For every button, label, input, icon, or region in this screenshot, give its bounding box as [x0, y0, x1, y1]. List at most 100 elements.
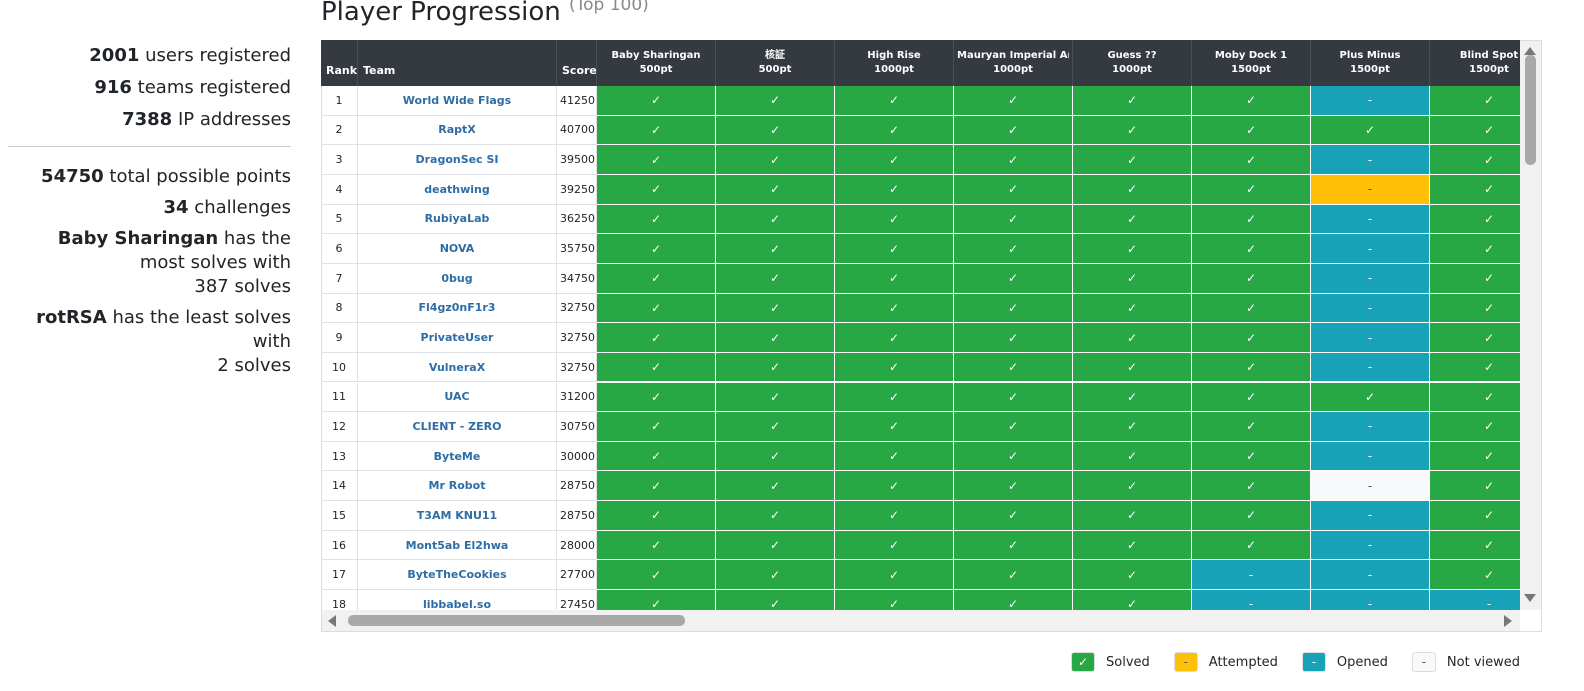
score: 28000: [557, 530, 597, 561]
team-name[interactable]: libbabel.so: [358, 590, 557, 610]
status-cell: ✓: [1311, 382, 1430, 413]
score: 28750: [557, 471, 597, 502]
legend-label: Attempted: [1208, 654, 1278, 670]
team-name[interactable]: ByteMe: [358, 441, 557, 472]
status-cell: ✓: [1192, 115, 1311, 146]
scroll-right[interactable]: [1504, 615, 1512, 627]
challenge-name: Blind Spot: [1459, 50, 1519, 61]
score: 39500: [557, 145, 597, 175]
status-cell: ✓: [597, 352, 716, 383]
status-cell: ✓: [1192, 234, 1311, 264]
legend-item: - Not viewed: [1411, 652, 1520, 672]
scroll-left[interactable]: [328, 615, 336, 627]
challenge-header: Mauryan Imperial Arch... 1000pt: [954, 40, 1073, 86]
team-name[interactable]: Mont5ab El2hwa: [358, 530, 557, 561]
status-cell: ✓: [1073, 471, 1192, 502]
stat-text: challenges: [194, 197, 291, 218]
status-cell: ✓: [835, 234, 954, 264]
challenge-header: 核証 500pt: [716, 40, 835, 86]
legend-swatch: -: [1173, 652, 1198, 672]
status-cell: ✓: [954, 501, 1073, 531]
stat: 7388 IP addresses: [8, 108, 291, 132]
team-name[interactable]: T3AM KNU11: [358, 501, 557, 531]
team-name[interactable]: PrivateUser: [358, 323, 557, 353]
status-cell: ✓: [1192, 352, 1311, 383]
status-cell: ✓: [1192, 323, 1311, 353]
status-cell: ✓: [716, 174, 835, 205]
team-name[interactable]: DragonSec SI: [358, 145, 557, 175]
challenge-name: Moby Dock 1: [1214, 50, 1288, 61]
vertical-scrollbar[interactable]: [1520, 41, 1541, 610]
status-cell: ✓: [1430, 115, 1520, 146]
scroll-thumb[interactable]: [1525, 55, 1536, 165]
team-name[interactable]: VulneraX: [358, 352, 557, 383]
challenge-name: Plus Minus: [1339, 50, 1401, 61]
stat-text: has the least solves with: [112, 307, 291, 352]
rank: 13: [321, 441, 358, 472]
solve-count: 2: [217, 355, 229, 376]
status-cell: ✓: [1073, 174, 1192, 205]
status-cell: ✓: [1192, 293, 1311, 324]
status-cell: ✓: [716, 471, 835, 502]
legend-swatch: -: [1301, 652, 1326, 672]
status-cell: ✓: [954, 293, 1073, 324]
team-name[interactable]: UAC: [358, 382, 557, 413]
status-cell: ✓: [1430, 174, 1520, 205]
status-cell: ✓: [835, 352, 954, 383]
rank: 16: [321, 530, 358, 561]
status-cell: ✓: [835, 263, 954, 294]
stat-value: 916: [94, 77, 132, 98]
subtitle: (Top 100): [569, 0, 649, 15]
team-name[interactable]: 0bug: [358, 263, 557, 294]
status-cell: ✓: [716, 441, 835, 472]
team-name[interactable]: NOVA: [358, 234, 557, 264]
status-cell: ✓: [1073, 204, 1192, 235]
status-cell: ✓: [835, 115, 954, 146]
status-cell: ✓: [954, 471, 1073, 502]
status-cell: ✓: [1073, 263, 1192, 294]
legend-label: Solved: [1106, 654, 1150, 670]
status-cell: ✓: [1192, 441, 1311, 472]
status-cell: ✓: [1073, 441, 1192, 472]
status-cell: ✓: [1192, 86, 1311, 116]
status-cell: ✓: [1430, 293, 1520, 324]
scroll-up[interactable]: [1524, 47, 1536, 55]
status-cell: ✓: [1073, 115, 1192, 146]
solve-stat: Baby Sharingan has the most solves with 3…: [8, 227, 291, 299]
rank: 9: [321, 323, 358, 353]
status-cell: ✓: [835, 382, 954, 413]
status-cell: ✓: [835, 174, 954, 205]
status-cell: ✓: [597, 501, 716, 531]
scroll-down[interactable]: [1524, 594, 1536, 602]
status-cell: -: [1311, 86, 1430, 116]
team-name[interactable]: Mr Robot: [358, 471, 557, 502]
status-cell: ✓: [597, 86, 716, 116]
status-cell: -: [1192, 590, 1311, 610]
team-name[interactable]: RubiyaLab: [358, 204, 557, 235]
horizontal-scrollbar[interactable]: [322, 610, 1520, 631]
team-name[interactable]: RaptX: [358, 115, 557, 146]
status-cell: ✓: [835, 441, 954, 472]
challenge-points: 1000pt: [993, 64, 1033, 75]
stat: 2001 users registered: [8, 44, 291, 68]
scroll-thumb[interactable]: [348, 615, 685, 626]
status-cell: ✓: [597, 293, 716, 324]
status-cell: ✓: [597, 234, 716, 264]
challenge-points: 1500pt: [1469, 64, 1509, 75]
status-cell: ✓: [716, 530, 835, 561]
status-cell: ✓: [716, 352, 835, 383]
rank: 7: [321, 263, 358, 294]
status-cell: ✓: [835, 560, 954, 591]
status-cell: ✓: [1430, 145, 1520, 175]
rank: 2: [321, 115, 358, 146]
team-name[interactable]: CLIENT - ZERO: [358, 412, 557, 442]
status-cell: -: [1311, 145, 1430, 175]
team-name[interactable]: World Wide Flags: [358, 86, 557, 116]
status-cell: ✓: [597, 441, 716, 472]
team-name[interactable]: deathwing: [358, 174, 557, 205]
team-name[interactable]: ByteTheCookies: [358, 560, 557, 591]
score: 30750: [557, 412, 597, 442]
team-name[interactable]: Fl4gz0nF1r3: [358, 293, 557, 324]
challenge-name: Baby Sharingan: [57, 228, 219, 249]
